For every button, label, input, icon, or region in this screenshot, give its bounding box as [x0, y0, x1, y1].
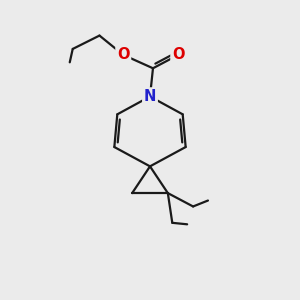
Text: O: O	[117, 47, 130, 62]
Text: N: N	[144, 89, 156, 104]
Text: O: O	[172, 47, 184, 62]
